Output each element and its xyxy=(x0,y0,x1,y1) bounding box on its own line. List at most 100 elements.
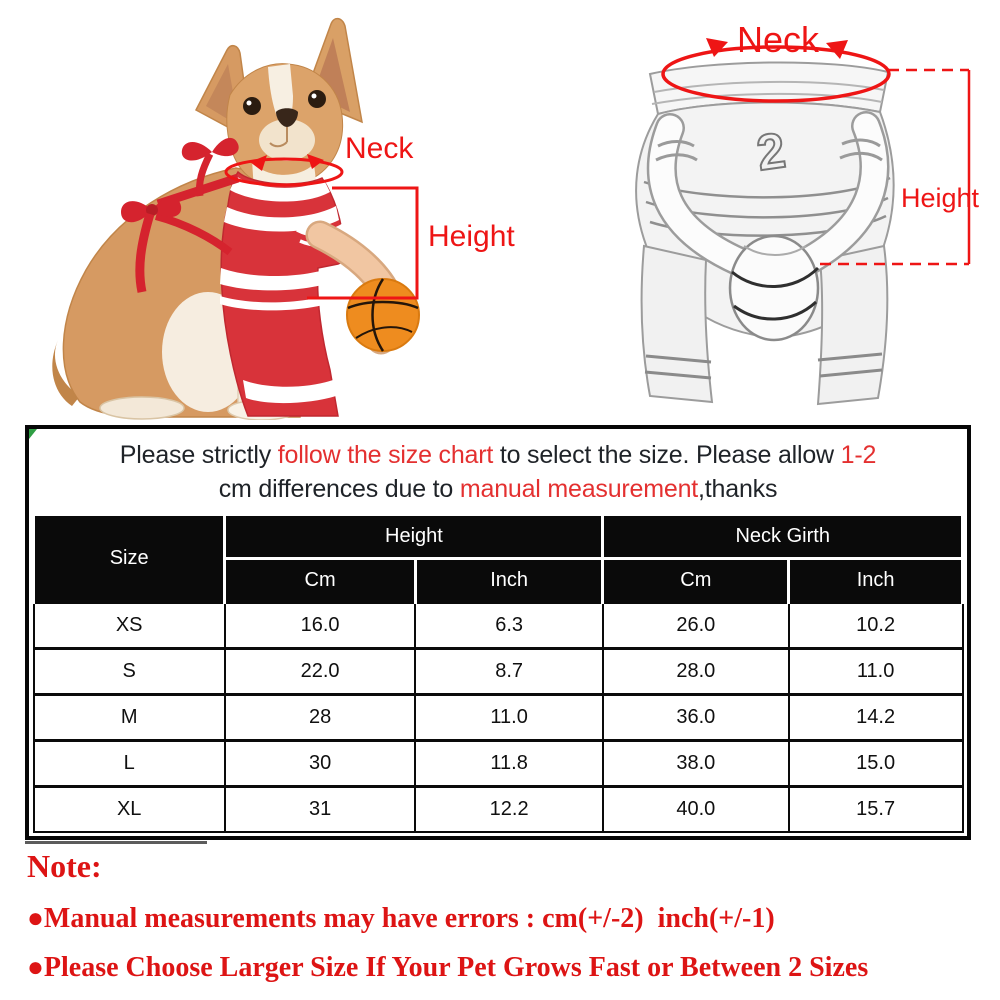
sketch-left-sleeve-stripes xyxy=(655,140,698,162)
basketball-seam-v xyxy=(371,278,385,352)
header-neck-inch: Inch xyxy=(787,557,964,604)
notice-line-1: Please strictly follow the size chart to… xyxy=(119,438,877,473)
size-rows: XS 16.0 6.3 26.0 10.2 S 22.0 8.7 28.0 11.0 M 28 11.0… xyxy=(32,601,964,833)
notice-highlight: manual measurement xyxy=(459,475,699,503)
photo-height-label: Height xyxy=(428,220,515,253)
size-chart-header: Size Height Neck Girth Cm Inch Cm Inch xyxy=(31,513,964,604)
jersey xyxy=(220,170,346,417)
size-chart-box: Please strictly follow the size chart to… xyxy=(25,425,971,840)
jersey-stripe-mid2 xyxy=(220,292,340,311)
notes-section: Note: ●Manual measurements may have erro… xyxy=(27,846,982,984)
table-row-xl: XL 31 12.2 40.0 15.7 xyxy=(32,785,964,833)
ribbon-streamer-upper xyxy=(196,152,214,197)
costume-sketch: 2 Neck Height xyxy=(635,19,980,406)
value-cell: 8.7 xyxy=(414,647,604,696)
notes-list: ●Manual measurements may have errors : c… xyxy=(27,902,982,984)
header-neck-girth: Neck Girth xyxy=(601,513,964,560)
sketch-left-leg xyxy=(640,244,714,404)
value-cell: 15.0 xyxy=(787,739,964,788)
value-cell: 10.2 xyxy=(787,601,964,650)
sketch-left-arm xyxy=(649,115,753,275)
notice-highlight: follow the size chart xyxy=(277,440,494,469)
table-row-xs: XS 16.0 6.3 26.0 10.2 xyxy=(32,601,964,650)
ribbon-strap-lower xyxy=(154,212,233,256)
value-cell: 31 xyxy=(223,785,417,833)
header-height-cm: Cm xyxy=(223,557,417,604)
table-row-m: M 28 11.0 36.0 14.2 xyxy=(32,693,964,742)
photo-neck-label: Neck xyxy=(345,132,414,165)
table-row-l: L 30 11.8 38.0 15.0 xyxy=(32,739,964,788)
size-chart-table: Size Height Neck Girth Cm Inch Cm Inch X… xyxy=(31,513,964,833)
jersey-stripe-mid1 xyxy=(220,266,339,291)
size-cell: L xyxy=(32,739,226,788)
sizing-notice: Please strictly follow the size chart to… xyxy=(32,431,964,513)
size-cell: M xyxy=(32,693,226,742)
size-cell: S xyxy=(32,647,226,696)
ribbon-knot xyxy=(146,204,158,216)
value-cell: 14.2 xyxy=(787,693,964,742)
dog-mouth xyxy=(269,127,288,148)
neck-arrowhead-right xyxy=(307,154,324,169)
sketch-neck-label: Neck xyxy=(737,19,820,60)
header-neck-cm: Cm xyxy=(601,557,791,604)
notes-title: Note: xyxy=(27,848,102,884)
ribbon-streamer-mid xyxy=(135,212,155,293)
note-item: ●Manual measurements may have errors : c… xyxy=(27,903,775,934)
jersey-collar-stripe xyxy=(230,176,330,202)
basketball xyxy=(346,278,420,352)
sketch-right-sleeve-stripes xyxy=(839,138,883,162)
box-shadow-artifact xyxy=(25,841,207,844)
dog-left-eye-glint xyxy=(246,100,252,106)
dog-rear-paw xyxy=(99,396,185,420)
dog-tail xyxy=(52,340,80,406)
header-height-inch: Inch xyxy=(413,557,605,604)
value-cell: 12.2 xyxy=(414,785,604,833)
value-cell: 11.8 xyxy=(414,739,604,788)
sketch-left-leg-cuffs xyxy=(644,354,712,380)
value-cell: 16.0 xyxy=(223,601,417,650)
header-size: Size xyxy=(31,513,227,604)
sketch-neck-ellipse xyxy=(661,45,891,103)
size-cell: XS xyxy=(32,601,226,650)
sketch-right-leg xyxy=(816,244,889,406)
sketch-right-leg-cuffs xyxy=(817,352,883,378)
sketch-ball-highlight xyxy=(743,245,807,256)
value-cell: 38.0 xyxy=(601,739,790,788)
header-height: Height xyxy=(223,513,605,560)
notice-text: cm differences due to xyxy=(218,475,460,503)
notice-line-2: cm differences due to manual measurement… xyxy=(219,472,778,507)
sketch-neck-arrowhead-right xyxy=(826,40,848,59)
neck-measure-ellipse xyxy=(224,157,344,187)
ribbon-bow-upper xyxy=(181,137,239,161)
sketch-ball-seams xyxy=(731,266,820,321)
notice-text: to select the size. Please allow xyxy=(493,440,841,469)
value-cell: 40.0 xyxy=(601,785,790,833)
note-item: ●Please Choose Larger Size If Your Pet G… xyxy=(27,952,869,983)
value-cell: 15.7 xyxy=(787,785,964,833)
sketch-neck-arrowhead-left xyxy=(706,38,728,57)
jersey-cuff-stripe xyxy=(243,380,336,404)
basketball-seam-h xyxy=(347,300,419,310)
value-cell: 30 xyxy=(223,739,417,788)
value-cell: 11.0 xyxy=(787,647,964,696)
dog-nose xyxy=(276,108,298,127)
size-cell: XL xyxy=(32,785,226,833)
notice-text: Please strictly xyxy=(119,440,278,469)
green-corner-mark xyxy=(29,429,37,439)
value-cell: 36.0 xyxy=(601,693,790,742)
dog-left-eye xyxy=(243,97,261,115)
notice-highlight: 1-2 xyxy=(840,440,877,469)
value-cell: 28.0 xyxy=(601,647,790,696)
sketch-height-label: Height xyxy=(901,183,980,213)
dog-photo: Neck Height xyxy=(52,17,515,420)
dog-right-eye xyxy=(308,90,326,108)
dog-right-eye-glint xyxy=(311,93,317,99)
table-row-s: S 22.0 8.7 28.0 11.0 xyxy=(32,647,964,696)
notice-text: ,thanks xyxy=(698,475,778,503)
value-cell: 6.3 xyxy=(414,601,604,650)
value-cell: 11.0 xyxy=(414,693,604,742)
neck-arrowhead-left xyxy=(250,155,267,171)
height-measure-bracket xyxy=(307,186,419,300)
value-cell: 26.0 xyxy=(601,601,790,650)
